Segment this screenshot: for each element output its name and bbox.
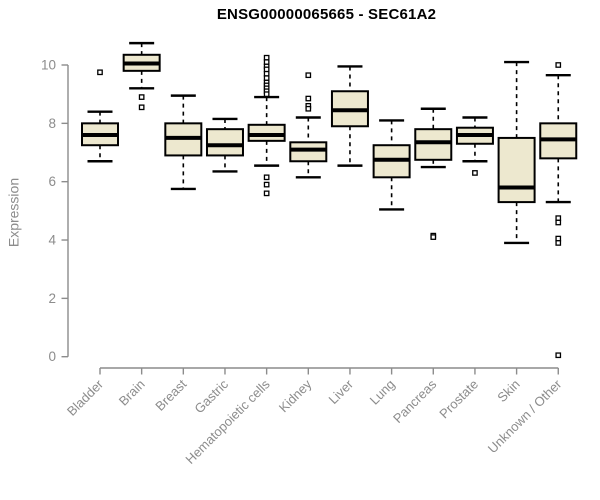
x-tick-label-liver: Liver	[326, 376, 357, 407]
outlier-point-kidney	[305, 72, 312, 79]
x-tick-label-lung: Lung	[367, 377, 398, 408]
box-kidney	[289, 141, 328, 163]
x-tick-label-skin: Skin	[494, 377, 522, 405]
outlier-point-brain	[138, 94, 145, 100]
y-tick-label: 2	[48, 291, 56, 306]
box-skin	[497, 136, 536, 204]
outlier-point-unknown-other	[555, 240, 562, 246]
outlier-point-hematopoietic-cells	[263, 190, 270, 197]
x-tick-label-pancreas: Pancreas	[390, 376, 440, 426]
y-tick-label: 10	[41, 58, 56, 73]
x-tick-label-breast: Breast	[152, 376, 189, 413]
outlier-point-unknown-other	[555, 219, 562, 226]
x-tick-label-bladder: Bladder	[64, 376, 107, 419]
box-hematopoietic-cells	[247, 123, 286, 142]
x-tick-label-gastric: Gastric	[191, 376, 231, 416]
x-tick-label-unknown-other: Unknown / Other	[485, 376, 565, 456]
outlier-point-kidney	[305, 105, 312, 112]
y-tick-label: 6	[48, 174, 56, 189]
outlier-point-hematopoietic-cells	[263, 174, 270, 181]
x-tick-label-kidney: Kidney	[276, 376, 315, 415]
y-tick-label: 4	[48, 233, 56, 248]
outlier-point-prostate	[472, 170, 478, 176]
outlier-point-unknown-other	[555, 352, 562, 359]
chart-title: ENSG00000065665 - SEC61A2	[216, 6, 437, 23]
outlier-point-unknown-other	[555, 62, 562, 68]
outlier-point-hematopoietic-cells	[263, 91, 270, 98]
x-tick-label-brain: Brain	[116, 377, 148, 409]
outlier-point-kidney	[305, 95, 312, 102]
box-pancreas	[414, 128, 453, 161]
outlier-point-pancreas	[430, 234, 437, 240]
outlier-point-hematopoietic-cells	[263, 181, 270, 188]
outlier-point-brain	[138, 104, 145, 111]
y-tick-label: 0	[48, 349, 56, 364]
x-tick-label-prostate: Prostate	[436, 377, 481, 422]
y-tick-label: 8	[48, 116, 56, 131]
box-gastric	[205, 128, 244, 157]
outlier-point-bladder	[97, 69, 103, 76]
